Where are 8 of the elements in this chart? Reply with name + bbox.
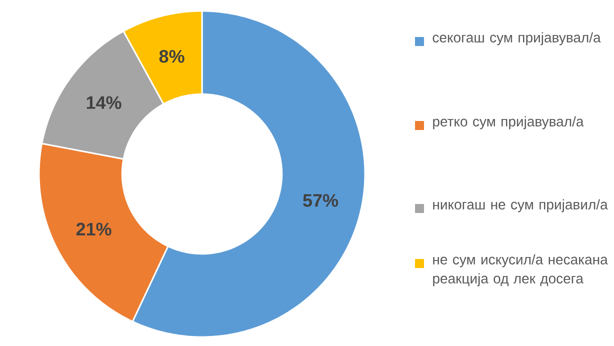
legend-label: никогаш не сум пријавил/а [433, 199, 608, 212]
legend-label: секогаш сум пријавувал/а [432, 32, 601, 46]
data-label: 8% [159, 50, 184, 63]
data-label: 14% [86, 96, 122, 109]
data-label: 57% [303, 194, 338, 207]
data-label: 21% [76, 222, 112, 236]
legend-label: не сум искусил/а несакана реакција од лек досега [433, 254, 608, 286]
legend-label: ретко сум пријавувал/а [433, 116, 584, 130]
